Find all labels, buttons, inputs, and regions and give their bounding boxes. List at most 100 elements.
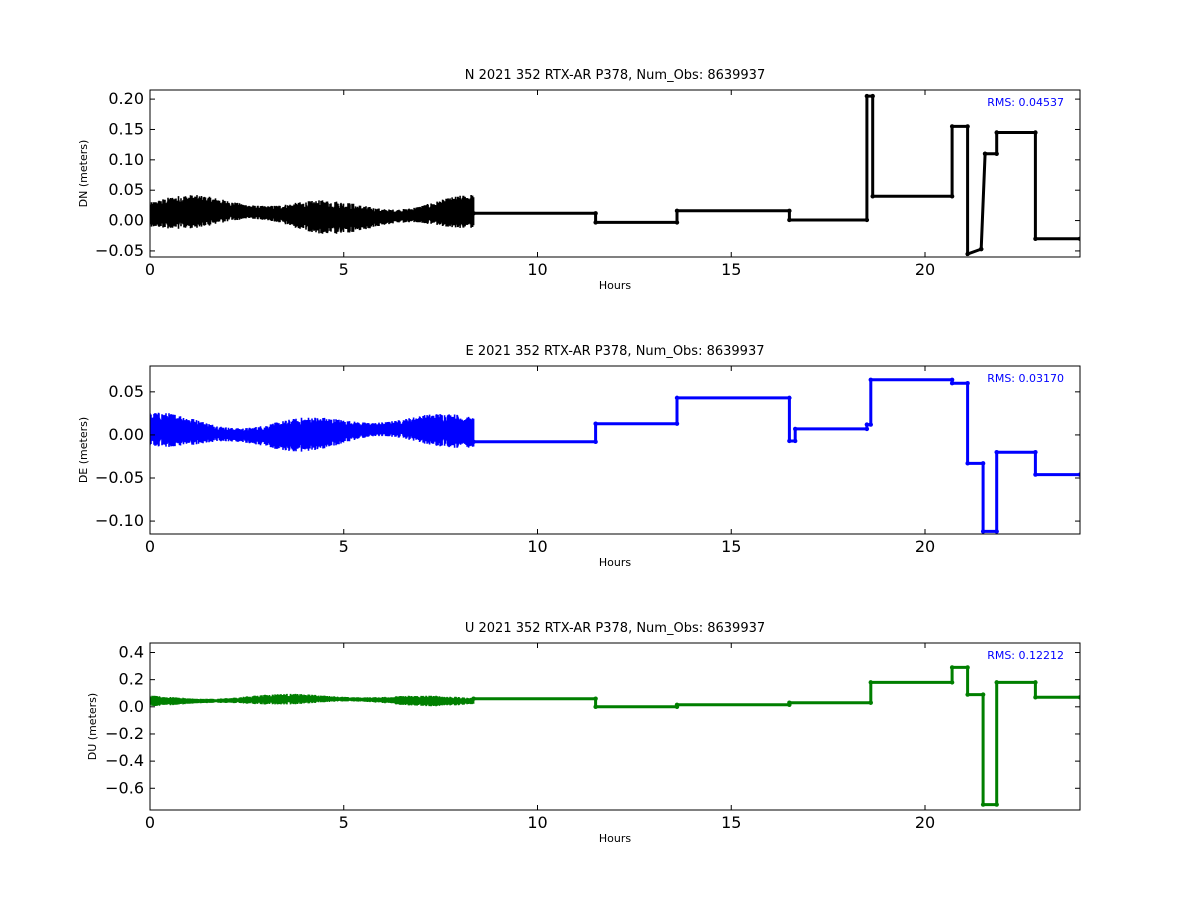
data-point	[965, 692, 970, 697]
data-point	[965, 381, 970, 386]
y-tick-label: 0.15	[108, 119, 144, 138]
y-tick-label: −0.05	[95, 468, 144, 487]
rms-annotation: RMS: 0.12212	[987, 649, 1064, 662]
data-point	[980, 802, 986, 807]
x-tick-label: 5	[339, 260, 349, 279]
y-tick-label: 0.4	[119, 643, 144, 662]
x-tick-label: 5	[339, 813, 349, 832]
y-tick-label: −0.6	[105, 778, 144, 797]
rms-annotation: RMS: 0.04537	[987, 96, 1064, 109]
axes-frame	[149, 642, 1081, 811]
axes-frame	[149, 365, 1081, 535]
data-point	[864, 93, 870, 99]
subplot-n: N 2021 352 RTX-AR P378, Num_Obs: 8639937…	[77, 68, 1081, 292]
subplot-e: E 2021 352 RTX-AR P378, Num_Obs: 8639937…	[77, 344, 1081, 569]
data-point	[982, 151, 988, 156]
data-point	[870, 93, 875, 99]
data-point	[994, 130, 999, 135]
data-point	[980, 461, 986, 466]
data-point	[593, 211, 598, 216]
x-tick-label: 0	[145, 260, 155, 279]
series-noise	[150, 412, 475, 452]
x-axis-label: Hours	[599, 279, 631, 292]
x-tick-label: 20	[915, 813, 935, 832]
data-point	[1033, 236, 1038, 241]
y-axis-label: DU (meters)	[86, 693, 99, 760]
series-line	[473, 665, 1080, 807]
data-point	[949, 124, 955, 129]
data-point	[980, 529, 986, 534]
y-tick-label: 0.00	[108, 211, 144, 230]
data-point	[787, 208, 792, 214]
data-point	[994, 802, 999, 807]
chart-title: E 2021 352 RTX-AR P378, Num_Obs: 8639937	[466, 344, 765, 359]
x-axis-label: Hours	[599, 832, 631, 845]
x-tick-label: 10	[527, 537, 547, 556]
x-tick-label: 10	[527, 813, 547, 832]
subplot-u: U 2021 352 RTX-AR P378, Num_Obs: 8639937…	[86, 621, 1081, 845]
data-point	[994, 151, 999, 156]
x-axis-label: Hours	[599, 556, 631, 569]
data-point	[593, 421, 598, 426]
data-point	[965, 124, 970, 129]
data-point	[868, 680, 873, 685]
data-point	[868, 700, 873, 705]
data-point	[868, 422, 873, 427]
x-tick-label: 15	[721, 813, 741, 832]
data-point	[787, 395, 792, 401]
data-point	[787, 438, 792, 444]
data-point	[1033, 472, 1038, 477]
y-tick-label: 0.05	[108, 180, 144, 199]
y-tick-label: −0.2	[105, 724, 144, 743]
data-point	[1077, 695, 1080, 700]
y-axis-label: DE (meters)	[77, 417, 90, 483]
data-point	[965, 665, 970, 670]
data-point	[1033, 695, 1038, 700]
y-tick-label: 0.20	[108, 89, 144, 108]
chart-title: U 2021 352 RTX-AR P378, Num_Obs: 8639937	[465, 621, 765, 636]
y-tick-label: 0.00	[108, 425, 144, 444]
rms-annotation: RMS: 0.03170	[987, 372, 1064, 385]
data-point	[978, 246, 984, 252]
data-point	[1077, 472, 1080, 477]
data-point	[674, 702, 680, 707]
data-point	[471, 211, 476, 216]
data-point	[471, 439, 476, 445]
series-group	[150, 377, 1080, 534]
x-tick-label: 5	[339, 537, 349, 556]
y-tick-label: −0.4	[105, 751, 144, 770]
data-point	[674, 421, 680, 426]
data-point	[787, 700, 792, 705]
x-tick-label: 20	[915, 260, 935, 279]
data-point	[471, 696, 476, 701]
data-point	[965, 251, 970, 257]
data-point	[674, 395, 680, 401]
y-tick-label: 0.0	[119, 697, 144, 716]
y-tick-label: −0.05	[95, 241, 144, 260]
y-tick-label: 0.2	[119, 670, 144, 689]
data-point	[868, 377, 873, 382]
x-tick-label: 15	[721, 537, 741, 556]
x-tick-label: 15	[721, 260, 741, 279]
data-point	[870, 194, 875, 199]
data-point	[674, 208, 680, 214]
chart-title: N 2021 352 RTX-AR P378, Num_Obs: 8639937	[465, 68, 765, 83]
data-point	[792, 438, 798, 444]
data-point	[792, 426, 798, 432]
data-point	[593, 220, 598, 225]
data-point	[949, 381, 955, 386]
data-point	[864, 217, 870, 223]
series-line	[473, 378, 1080, 533]
data-point	[949, 665, 955, 670]
y-tick-label: 0.05	[108, 382, 144, 401]
data-point	[994, 680, 999, 685]
series-noise	[150, 693, 475, 707]
series-line	[473, 94, 1080, 257]
data-point	[949, 680, 955, 685]
data-point	[994, 529, 999, 534]
data-point	[593, 704, 598, 710]
data-point	[1033, 449, 1038, 455]
x-tick-label: 20	[915, 537, 935, 556]
x-tick-label: 0	[145, 537, 155, 556]
